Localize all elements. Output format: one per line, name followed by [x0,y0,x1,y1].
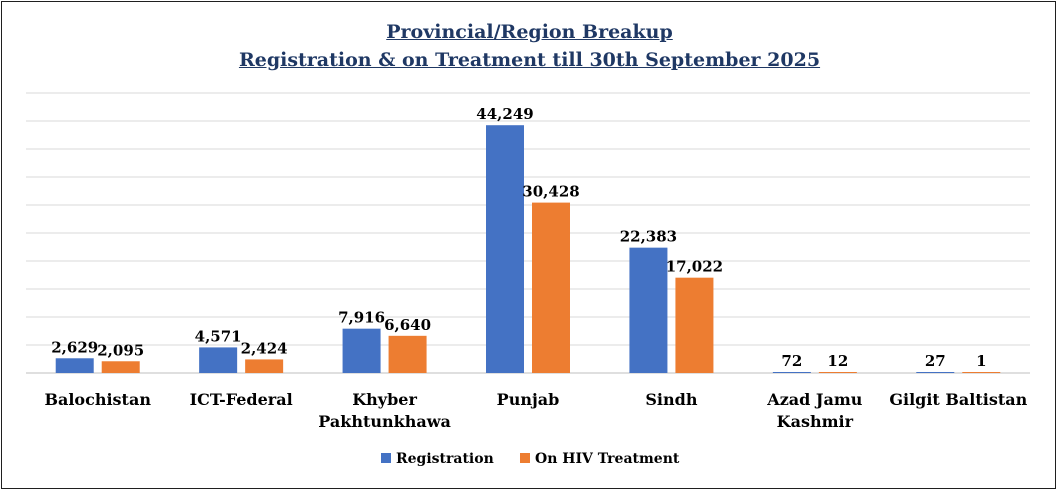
x-tick-label: Balochistan [44,390,151,409]
x-tick-label: ICT-Federal [190,390,293,409]
x-axis-labels: Balochistan ICT-Federal Khyber Pakhtunkhawa… [44,390,1027,431]
data-label: 12 [827,352,848,370]
bar-on-hiv-treatment [245,359,284,373]
data-label: 2,095 [97,341,144,359]
data-label: 22,383 [620,228,677,246]
x-tick-label: Azad Jamu [766,390,862,409]
legend-swatch [520,453,530,463]
data-label: 2,629 [51,338,98,356]
bar-on-hiv-treatment [818,372,857,373]
bar-on-hiv-treatment [532,202,570,373]
data-label: 27 [925,352,946,370]
data-label: 30,428 [522,183,579,201]
bar-registration [916,372,955,373]
legend-label: On HIV Treatment [535,451,680,467]
data-label: 72 [781,352,802,370]
bar-registration [55,358,94,373]
bar-on-hiv-treatment [101,361,140,373]
bar-registration [342,328,381,373]
data-label: 2,424 [241,339,288,357]
data-label: 1 [976,352,986,370]
x-tick-label: Pakhtunkhawa [318,412,451,431]
data-label: 17,022 [666,258,723,276]
legend-label: Registration [396,451,494,467]
legend: Registration On HIV Treatment [381,451,680,467]
data-label: 7,916 [338,309,385,327]
chart-title-line1: Provincial/Region Breakup [386,21,673,43]
gridlines [26,92,1030,374]
x-tick-label: Khyber [352,390,417,409]
legend-swatch [381,453,391,463]
bar-on-hiv-treatment [675,277,714,373]
x-tick-label: Gilgit Baltistan [889,390,1027,409]
bar-registration [199,347,238,373]
bar-registration [486,125,524,373]
data-label: 4,571 [195,327,242,345]
chart-title: Provincial/Region Breakup Registration &… [0,18,1059,74]
chart-title-line2: Registration & on Treatment till 30th Se… [238,49,821,71]
data-label: 44,249 [476,105,533,123]
bars [55,125,1001,373]
x-tick-label: Sindh [645,390,697,409]
bar-on-hiv-treatment [388,335,427,373]
data-label: 6,640 [384,316,431,334]
x-tick-label: Kashmir [777,412,854,431]
bar-registration [772,372,811,373]
bar-on-hiv-treatment [962,372,1001,373]
bar-registration [629,247,668,373]
x-tick-label: Punjab [497,390,560,409]
